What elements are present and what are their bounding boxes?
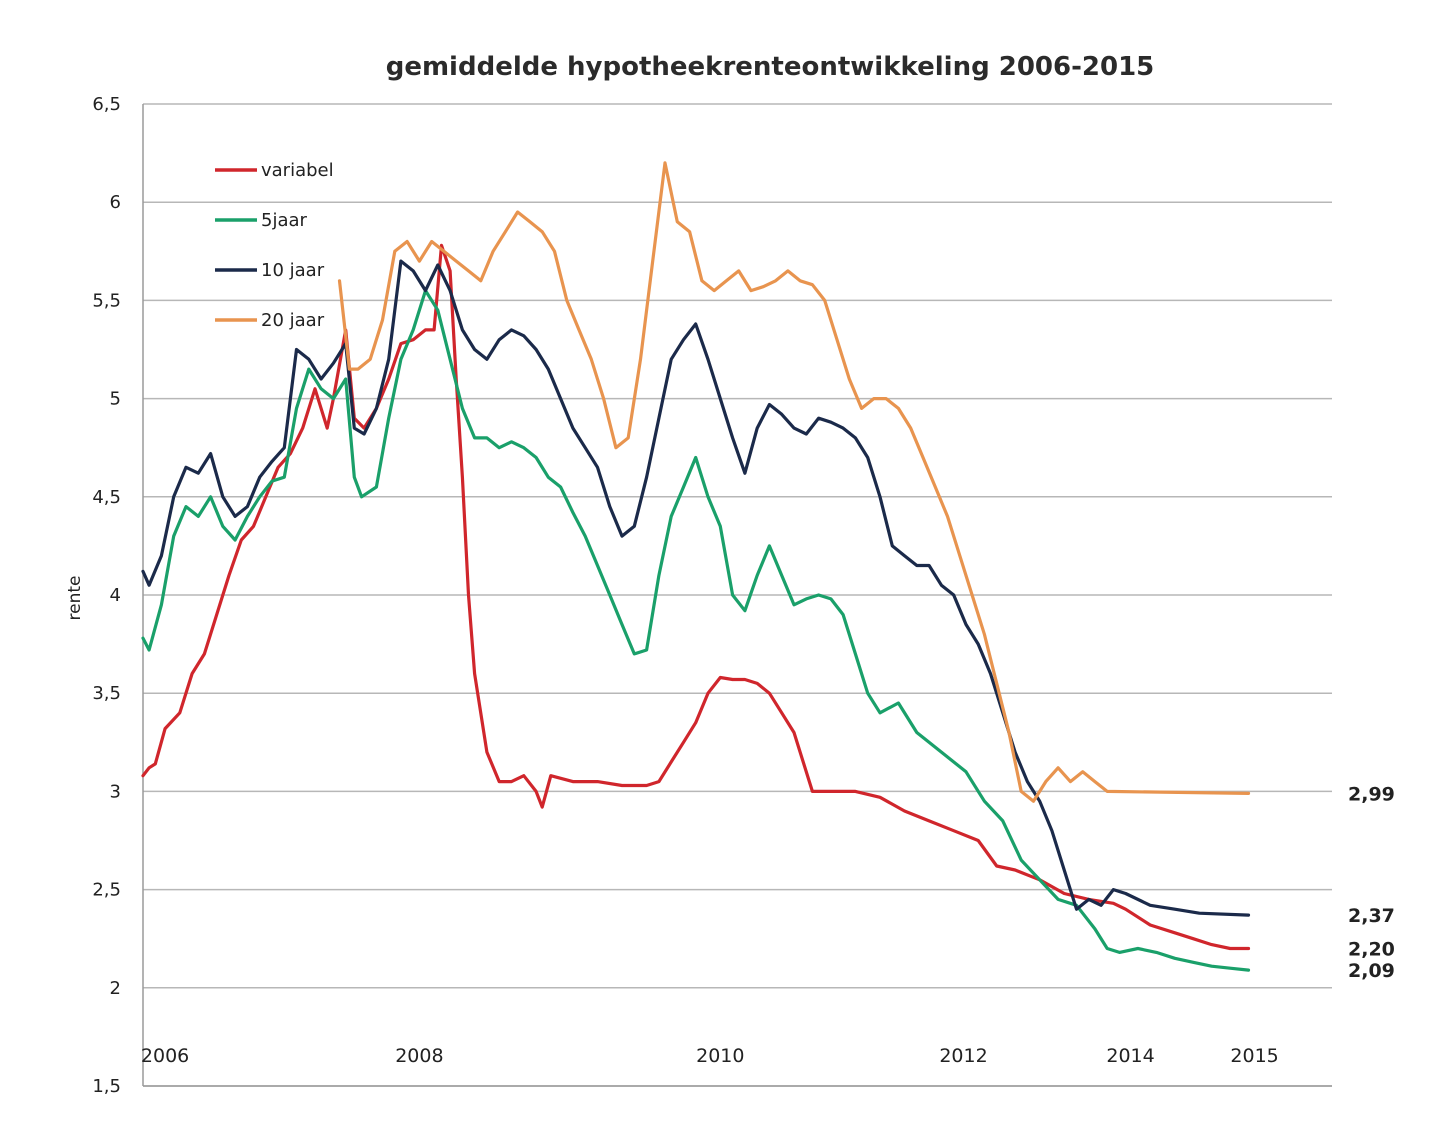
x-tick-label: 2012 [939, 1045, 987, 1067]
end-value-label: 2,99 [1348, 783, 1395, 805]
series-lines [141, 161, 1251, 972]
y-tick-label: 6,5 [92, 94, 121, 115]
x-tick-label: 2015 [1230, 1045, 1278, 1067]
y-tick-label: 3 [110, 781, 121, 802]
chart-title: gemiddelde hypotheekrenteontwikkeling 20… [386, 52, 1155, 82]
gridlines [143, 103, 1332, 1087]
legend-label: 10 jaar [261, 260, 325, 281]
series-line-5jaar [141, 289, 1251, 972]
x-tick-labels: 2006 2008 2010 2012 2014 2015 [141, 1045, 1279, 1067]
x-tick-label: 2006 [141, 1045, 189, 1067]
series-line-10-jaar [141, 259, 1251, 917]
y-tick-label: 2,5 [92, 880, 121, 901]
y-tick-label: 3,5 [92, 683, 121, 704]
y-tick-label: 6 [110, 192, 121, 213]
y-tick-label: 1,5 [92, 1076, 121, 1097]
end-value-label: 2,37 [1348, 905, 1395, 927]
end-value-labels: 2,202,09 2,37 2,99 [1348, 783, 1395, 982]
series-line-20-jaar [337, 161, 1251, 803]
legend-label: 5jaar [261, 210, 308, 231]
series-line-variabel [141, 243, 1251, 951]
legend: variabel 5jaar 10 jaar 20 jaar [215, 160, 334, 331]
axes [142, 104, 1332, 1087]
y-tick-label: 4 [110, 585, 121, 606]
legend-label: variabel [261, 160, 334, 181]
legend-label: 20 jaar [261, 310, 325, 331]
x-tick-label: 2008 [395, 1045, 443, 1067]
y-tick-label: 2 [110, 978, 121, 999]
x-tick-label: 2010 [696, 1045, 744, 1067]
y-tick-label: 5,5 [92, 290, 121, 311]
y-tick-label: 4,5 [92, 487, 121, 508]
y-tick-labels: 6,5 6 5,5 5 4,5 4 3,5 3 2,5 2 1,5 [92, 94, 121, 1097]
y-axis-label: rente [65, 576, 85, 621]
y-tick-label: 5 [110, 389, 121, 410]
x-tick-label: 2014 [1106, 1045, 1154, 1067]
end-value-label: 2,09 [1348, 960, 1395, 982]
end-value-label: 2,20 [1348, 939, 1395, 961]
